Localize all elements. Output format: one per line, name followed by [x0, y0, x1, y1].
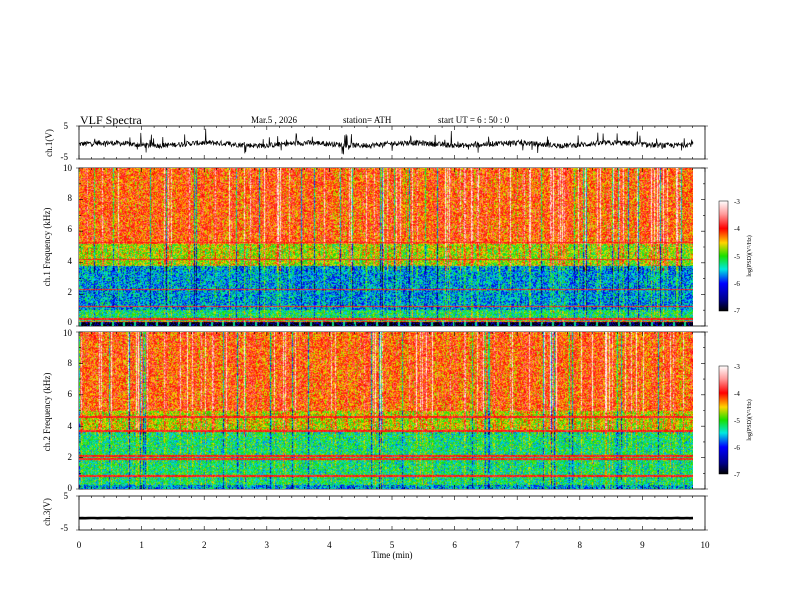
ch2-ytick-2: 2: [68, 452, 73, 462]
x-tick-label-7: 7: [515, 540, 520, 550]
ch1-waveform-trace: [78, 128, 694, 155]
x-tick-label-6: 6: [452, 540, 457, 550]
ch1-cbar-tick-m5: -5: [734, 253, 740, 261]
ch1-ytick-minus5: -5: [61, 152, 69, 162]
ch3-ytick-minus5: -5: [61, 523, 69, 533]
ch1-ytick-2: 2: [68, 287, 73, 297]
ch2-ytick-6: 6: [68, 389, 73, 399]
ch2-cbar-tick-m6: -6: [734, 444, 740, 452]
ch1-cbar-tick-m3: -3: [734, 198, 740, 206]
ch3-ylabel: ch.3(V): [42, 498, 52, 526]
ch1-colorbar-label: log(PSD)(V²/Hz): [746, 235, 753, 276]
ch2-ytick-4: 4: [68, 421, 73, 431]
ch2-cbar-tick-m7: -7: [734, 471, 740, 479]
date-label: Mar.5 , 2026: [251, 115, 297, 125]
x-axis-label: Time (min): [372, 550, 413, 560]
ch1-ytick-10: 10: [63, 163, 73, 173]
ch2-cbar-tick-m4: -4: [734, 390, 740, 398]
ch2-spectrogram-heatmap: [79, 332, 693, 489]
x-tick-label-9: 9: [640, 540, 645, 550]
ch2-ytick-0: 0: [68, 483, 73, 493]
ch1-spec-ylabel: ch.1 Frequency (kHz): [42, 208, 52, 287]
ch2-colorbar: [718, 365, 729, 475]
axis-tick-marks: [76, 125, 708, 531]
ch1-ylabel: ch.1(V): [44, 129, 54, 157]
ch3-ytick-5: 5: [64, 491, 69, 501]
ch1-cbar-tick-m7: -7: [734, 307, 740, 315]
ch1-ytick-5: 5: [64, 121, 69, 131]
ch1-spectrogram-heatmap: [79, 168, 693, 326]
ch1-cbar-tick-m6: -6: [734, 280, 740, 288]
x-tick-label-0: 0: [77, 540, 82, 550]
station-label: station= ATH: [343, 115, 392, 125]
ch1-cbar-tick-m4: -4: [734, 225, 740, 233]
x-tick-label-3: 3: [265, 540, 270, 550]
x-tick-label-10: 10: [701, 540, 711, 550]
ch2-colorbar-label: log(PSD)(V²/Hz): [746, 399, 753, 440]
x-tick-label-2: 2: [202, 540, 207, 550]
ch2-ytick-8: 8: [68, 358, 73, 368]
x-tick-label-4: 4: [327, 540, 332, 550]
ch1-spectrogram-panel: 0 2 4 6 8 10 ch.1 Frequency (kHz) -3 -4 …: [42, 163, 753, 327]
figure-title: VLF Spectra: [80, 113, 142, 127]
x-tick-label-8: 8: [578, 540, 583, 550]
ch2-spectrogram-panel: 0 2 4 6 8 10 ch.2 Frequency (kHz) -3 -4 …: [42, 328, 753, 493]
ch1-colorbar: [718, 200, 729, 312]
tick-marks: [76, 125, 708, 531]
ch1-ytick-6: 6: [68, 224, 73, 234]
x-tick-label-1: 1: [139, 540, 144, 550]
x-tick-labels: 0 1 2 3 4 5 6 7 8 9 10: [77, 540, 710, 550]
ch1-ytick-0: 0: [68, 317, 73, 327]
ch2-cbar-tick-m3: -3: [734, 363, 740, 371]
ch2-spec-ylabel: ch.2 Frequency (kHz): [42, 373, 52, 452]
ch2-ytick-10: 10: [63, 328, 73, 338]
ch1-ytick-4: 4: [68, 256, 73, 266]
start-time-label: start UT = 6 : 50 : 0: [438, 115, 510, 125]
ch1-waveform-panel: 5 -5 ch.1(V): [44, 121, 706, 162]
ch3-waveform-frame: [78, 495, 706, 531]
ch1-ytick-8: 8: [68, 193, 73, 203]
ch2-cbar-tick-m5: -5: [734, 417, 740, 425]
x-tick-label-5: 5: [390, 540, 395, 550]
